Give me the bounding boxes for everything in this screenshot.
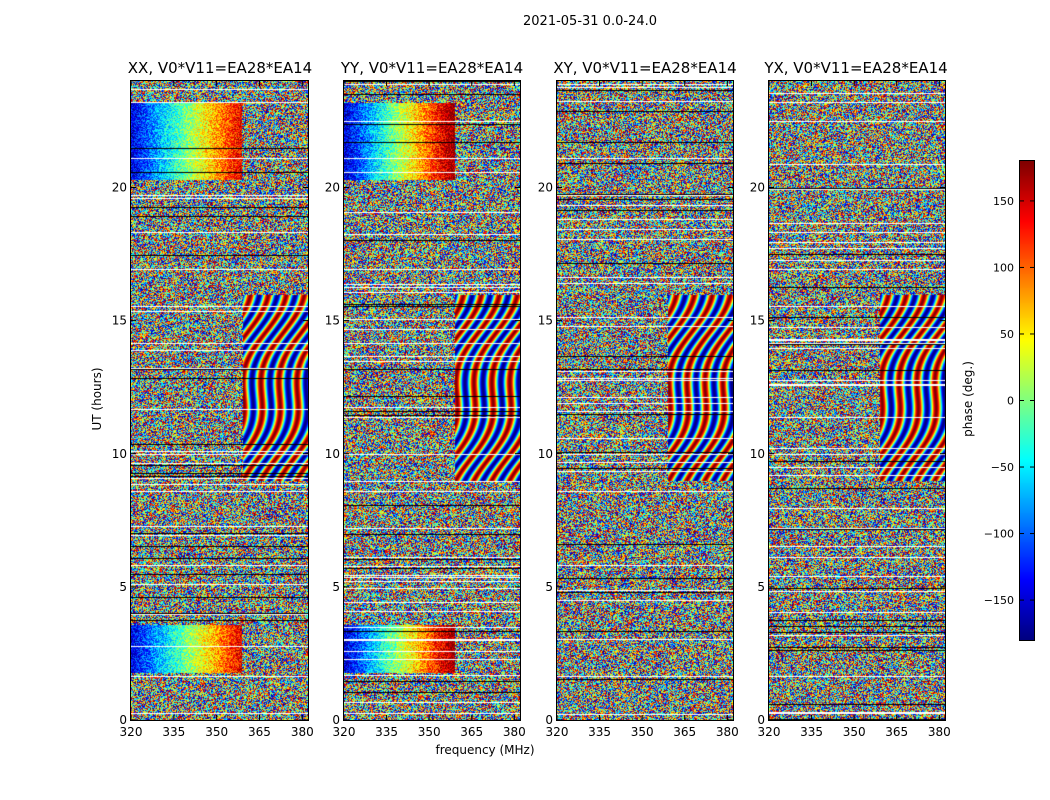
heatmap-panel-xx — [130, 80, 309, 721]
x-tick-label: 350 — [205, 725, 228, 739]
x-tick-label: 380 — [503, 725, 526, 739]
heatmap-canvas-xx — [131, 81, 308, 720]
x-tick-label: 335 — [800, 725, 823, 739]
x-tick-label: 335 — [588, 725, 611, 739]
x-tick-label: 320 — [333, 725, 356, 739]
panel-title-yx: YX, V0*V11=EA28*EA14 — [764, 59, 948, 77]
y-tick-label: 0 — [119, 713, 127, 727]
heatmap-canvas-yy — [344, 81, 520, 720]
panel-title-xx: XX, V0*V11=EA28*EA14 — [127, 59, 313, 77]
y-tick-label: 20 — [750, 181, 765, 195]
y-tick-label: 15 — [750, 314, 765, 328]
y-tick-label: 10 — [538, 447, 553, 461]
colorbar — [1019, 160, 1035, 641]
x-tick-label: 350 — [843, 725, 866, 739]
heatmap-panel-xy — [556, 80, 734, 721]
x-tick-label: 335 — [375, 725, 398, 739]
y-tick-label: 15 — [112, 314, 127, 328]
y-tick-label: 20 — [538, 181, 553, 195]
y-tick-label: 5 — [332, 580, 340, 594]
colorbar-tick-label: −100 — [984, 528, 1014, 541]
y-tick-label: 0 — [757, 713, 765, 727]
colorbar-tick-label: 50 — [1000, 328, 1014, 341]
heatmap-canvas-yx — [769, 81, 945, 720]
heatmap-panel-yy — [343, 80, 521, 721]
y-tick-label: 10 — [750, 447, 765, 461]
x-tick-label: 320 — [546, 725, 569, 739]
x-tick-label: 380 — [291, 725, 314, 739]
y-tick-label: 10 — [325, 447, 340, 461]
x-axis-label: frequency (MHz) — [435, 743, 535, 757]
colorbar-tick-label: 0 — [1007, 395, 1014, 408]
x-tick-label: 380 — [928, 725, 951, 739]
heatmap-canvas-xy — [557, 81, 733, 720]
colorbar-tick-label: −150 — [984, 594, 1014, 607]
x-tick-label: 350 — [631, 725, 654, 739]
colorbar-tick-label: 150 — [993, 195, 1014, 208]
y-tick-label: 0 — [332, 713, 340, 727]
x-tick-label: 365 — [673, 725, 696, 739]
x-tick-label: 350 — [418, 725, 441, 739]
x-tick-label: 320 — [120, 725, 143, 739]
y-tick-label: 15 — [325, 314, 340, 328]
x-tick-label: 365 — [460, 725, 483, 739]
x-tick-label: 335 — [162, 725, 185, 739]
x-tick-label: 380 — [716, 725, 739, 739]
x-tick-label: 320 — [758, 725, 781, 739]
y-tick-label: 0 — [545, 713, 553, 727]
x-tick-label: 365 — [248, 725, 271, 739]
y-tick-label: 5 — [119, 580, 127, 594]
colorbar-tick-label: 100 — [993, 261, 1014, 274]
y-tick-label: 5 — [545, 580, 553, 594]
y-tick-label: 10 — [112, 447, 127, 461]
y-tick-label: 20 — [112, 181, 127, 195]
colorbar-gradient — [1020, 161, 1034, 640]
x-tick-label: 365 — [885, 725, 908, 739]
panel-title-xy: XY, V0*V11=EA28*EA14 — [553, 59, 737, 77]
colorbar-tick-label: −50 — [991, 461, 1014, 474]
panel-title-yy: YY, V0*V11=EA28*EA14 — [340, 59, 524, 77]
heatmap-panel-yx — [768, 80, 946, 721]
y-tick-label: 20 — [325, 181, 340, 195]
y-tick-label: 5 — [757, 580, 765, 594]
y-tick-label: 15 — [538, 314, 553, 328]
figure-title: 2021-05-31 0.0-24.0 — [523, 14, 657, 29]
